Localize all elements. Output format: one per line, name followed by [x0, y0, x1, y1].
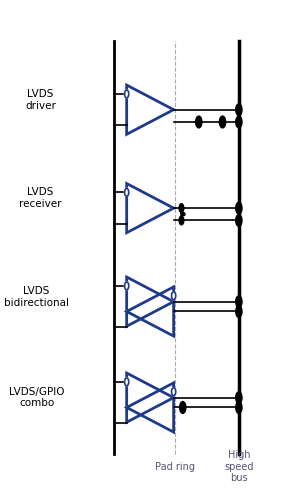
Circle shape	[125, 282, 129, 290]
Circle shape	[125, 378, 129, 386]
Circle shape	[171, 292, 176, 299]
Circle shape	[236, 214, 242, 226]
Circle shape	[125, 189, 129, 197]
Circle shape	[219, 116, 226, 128]
Text: LVDS
driver: LVDS driver	[25, 89, 56, 111]
Circle shape	[236, 392, 242, 403]
Circle shape	[236, 116, 242, 128]
Circle shape	[180, 401, 186, 413]
Circle shape	[179, 203, 184, 212]
Text: LVDS/GPIO
combo: LVDS/GPIO combo	[9, 387, 64, 408]
Circle shape	[171, 388, 176, 396]
Circle shape	[179, 216, 184, 225]
Circle shape	[236, 296, 242, 307]
Circle shape	[236, 202, 242, 214]
Circle shape	[125, 90, 129, 98]
Text: Pad ring: Pad ring	[155, 461, 195, 472]
Circle shape	[236, 305, 242, 317]
Circle shape	[236, 401, 242, 413]
Circle shape	[236, 104, 242, 116]
Text: LVDS
receiver: LVDS receiver	[19, 188, 62, 209]
Circle shape	[196, 116, 202, 128]
Text: High
speed
bus: High speed bus	[224, 450, 254, 483]
Text: LVDS
bidirectional: LVDS bidirectional	[4, 286, 69, 307]
